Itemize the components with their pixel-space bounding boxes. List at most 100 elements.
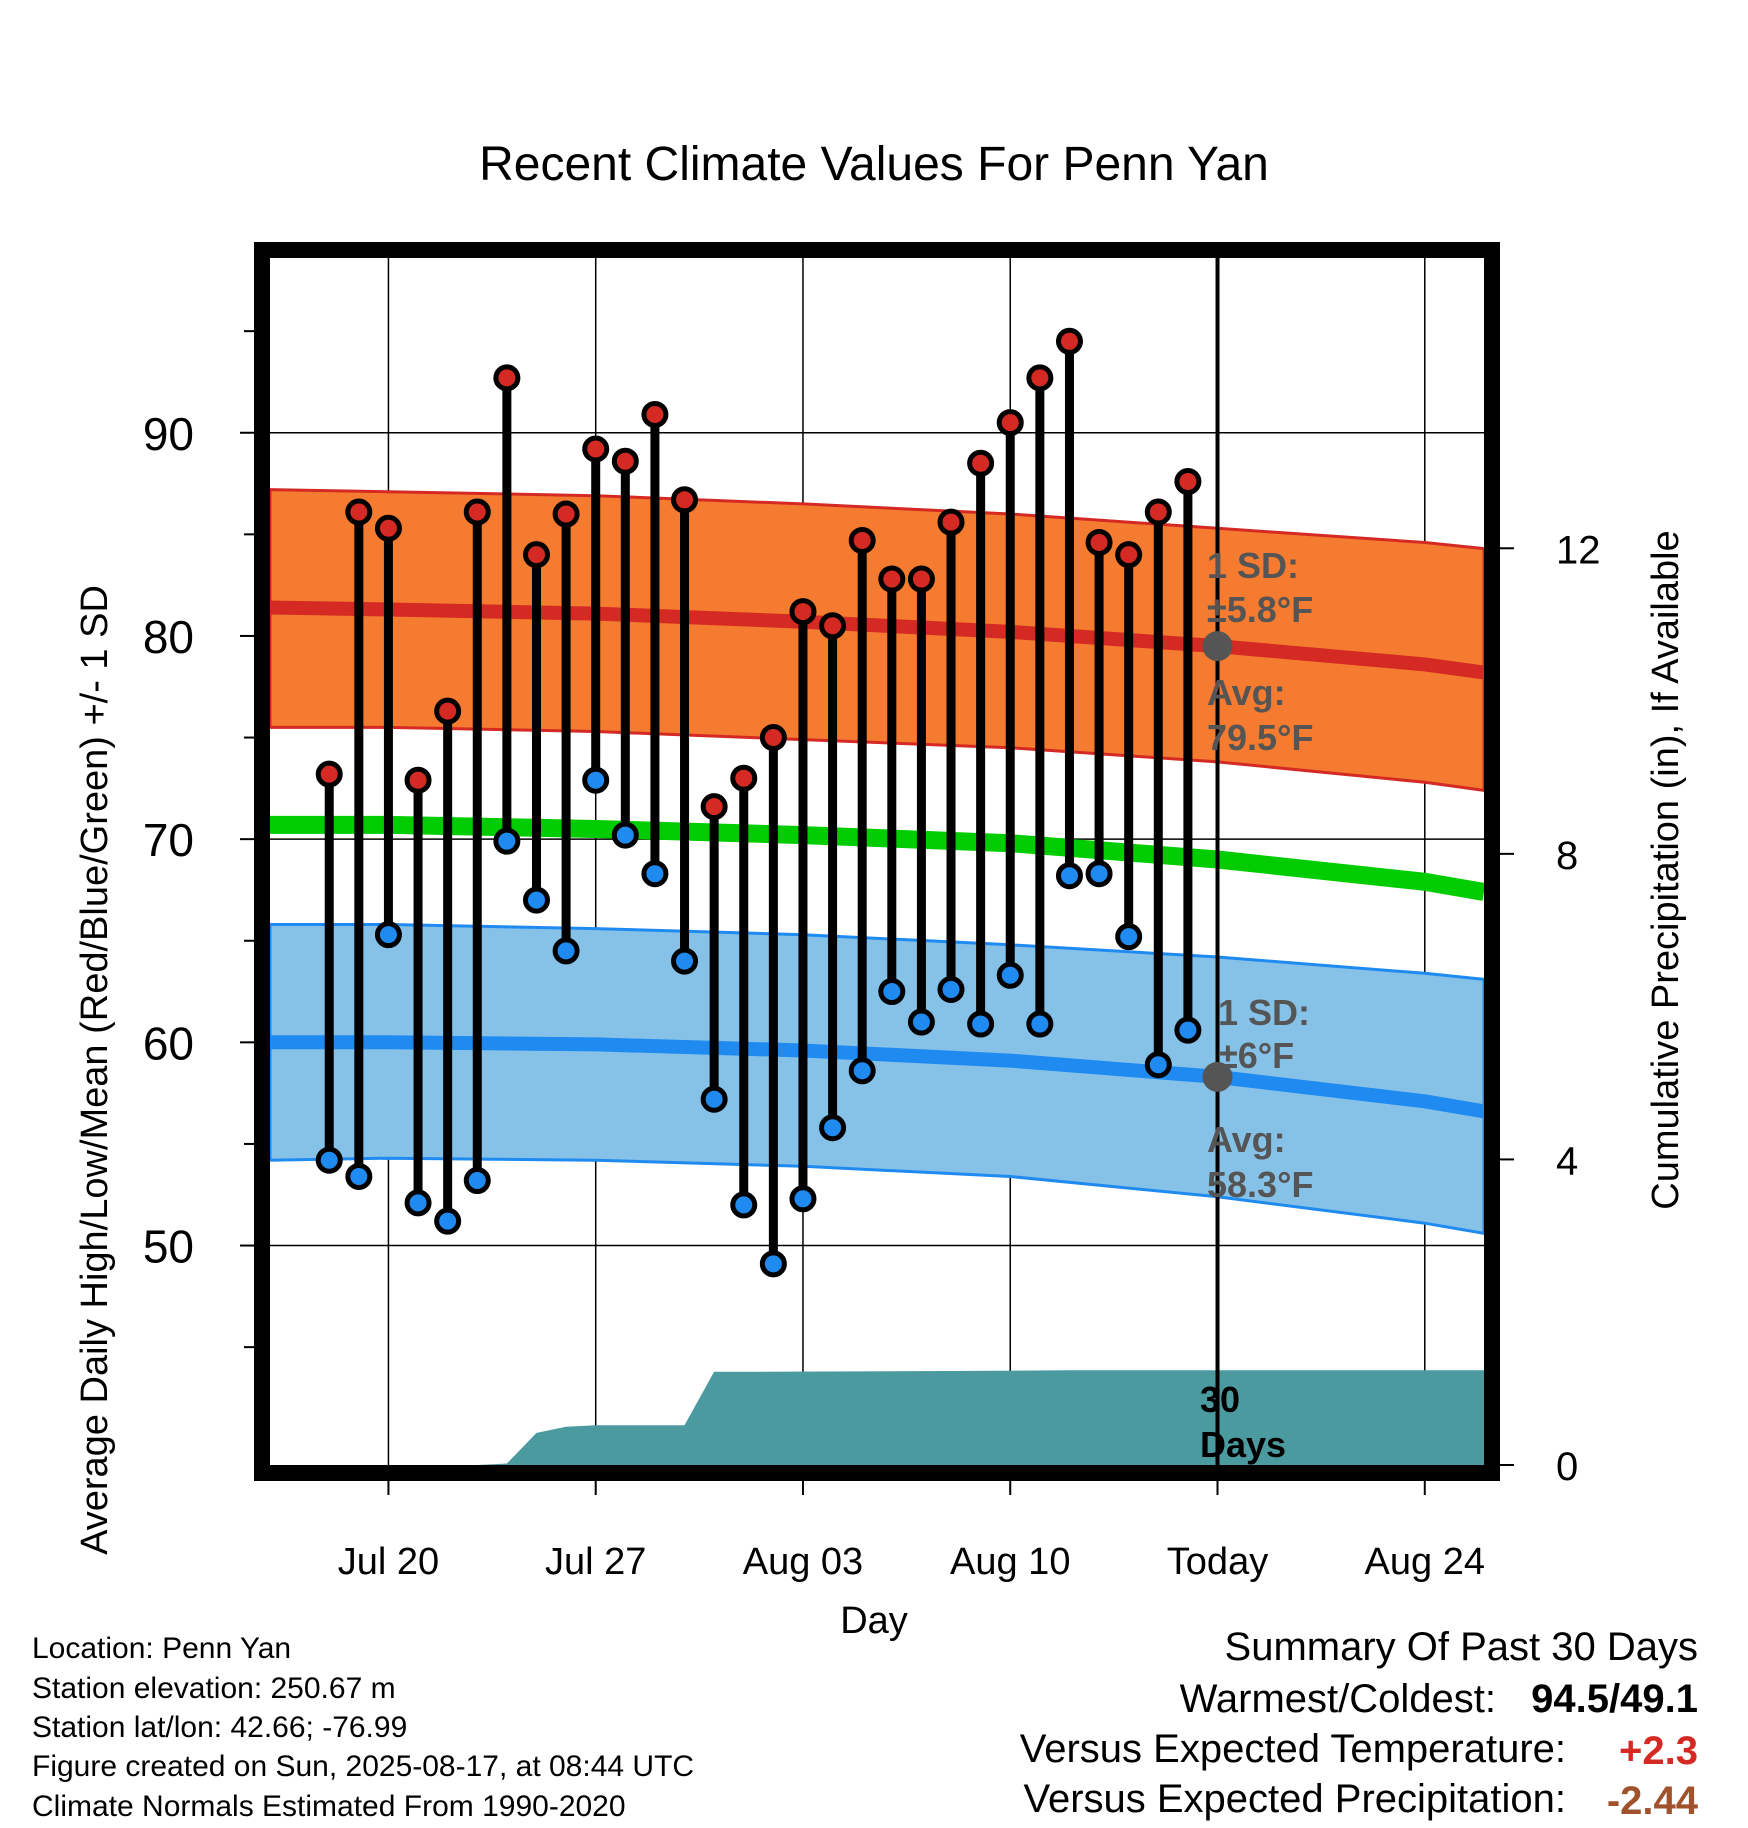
station-location: Location: Penn Yan — [32, 1632, 291, 1665]
high-temp-point — [700, 793, 728, 821]
high-temp-point — [1174, 468, 1202, 496]
high-temp-point — [582, 435, 610, 463]
daily-markers — [315, 327, 1202, 1278]
low-temp-point — [1115, 923, 1143, 951]
summary-temp-label: Versus Expected Temperature: — [1020, 1727, 1566, 1771]
today-caption-number: 30 — [1200, 1379, 1240, 1420]
y-tick-label-left: 60 — [143, 1017, 194, 1069]
precip-area — [270, 1370, 1484, 1465]
low-temp-point — [937, 976, 965, 1004]
low-temp-point — [374, 921, 402, 949]
high-temp-point — [1144, 498, 1172, 526]
high-avg-line — [269, 600, 1485, 680]
summary-warm-cold-label: Warmest/Coldest: — [1180, 1677, 1496, 1721]
axes: Jul 20 Jul 27 Aug 03 Aug 10 Today Aug 24 50 60 7… — [143, 330, 1601, 1583]
high-temp-point — [789, 598, 817, 626]
low-temp-point — [315, 1146, 343, 1174]
low-temp-point — [700, 1085, 728, 1113]
high-temp-point — [404, 766, 432, 794]
mean-avg-line — [270, 815, 1486, 901]
x-tick-label: Jul 20 — [338, 1541, 439, 1583]
station-latlon: Station lat/lon: 42.66; -76.99 — [32, 1711, 407, 1744]
today-caption-days: Days — [1200, 1424, 1286, 1465]
y-axis-right-label: Cumulative Precipitation (in), If Availa… — [1645, 530, 1687, 1209]
low-temp-point — [967, 1010, 995, 1038]
x-tick-label: Jul 27 — [545, 1541, 646, 1583]
y-tick-label-right: 12 — [1556, 528, 1601, 572]
daily-stems — [324, 341, 1193, 1264]
high-temp-point — [907, 565, 935, 593]
summary-temp-value: +2.3 — [1619, 1729, 1698, 1773]
high-temp-point — [315, 760, 343, 788]
low-temp-point — [345, 1162, 373, 1190]
high-temp-point — [552, 500, 580, 528]
low-temp-point — [1085, 860, 1113, 888]
summary-warm-cold-value: 94.5/49.1 — [1531, 1677, 1698, 1721]
y-tick-label-left: 90 — [143, 408, 194, 460]
low-temp-point — [1026, 1010, 1054, 1038]
low-temp-point — [552, 937, 580, 965]
y-tick-label-right: 0 — [1556, 1445, 1578, 1489]
high-temp-point — [759, 724, 787, 752]
high-temp-point — [967, 449, 995, 477]
low-temp-point — [493, 827, 521, 855]
high-avg-label: Avg: — [1207, 672, 1286, 713]
high-temp-point — [671, 486, 699, 514]
summary-heading: Summary Of Past 30 Days — [1225, 1625, 1698, 1669]
low-temp-point — [582, 766, 610, 794]
high-temp-point — [848, 526, 876, 554]
high-temp-point — [345, 498, 373, 526]
x-axis-label: Day — [840, 1600, 908, 1642]
low-sd-label: 1 SD: — [1218, 992, 1310, 1033]
high-today-dot — [1202, 631, 1233, 662]
high-temp-point — [819, 612, 847, 640]
low-temp-point — [611, 821, 639, 849]
low-avg-label: Avg: — [1207, 1119, 1286, 1160]
station-elevation: Station elevation: 250.67 m — [32, 1672, 396, 1705]
high-avg-value: 79.5°F — [1207, 717, 1313, 758]
high-temp-point — [1055, 327, 1083, 355]
normals-source: Climate Normals Estimated From 1990-2020 — [32, 1790, 626, 1823]
plot-frame — [254, 242, 1500, 1481]
y-tick-label-right: 4 — [1556, 1139, 1578, 1183]
y-tick-label-left: 50 — [143, 1221, 194, 1273]
y-tick-label-left: 80 — [143, 611, 194, 663]
low-temp-point — [907, 1008, 935, 1036]
low-temp-point — [671, 947, 699, 975]
low-temp-point — [1144, 1051, 1172, 1079]
high-temp-point — [1026, 364, 1054, 392]
x-tick-label: Aug 03 — [743, 1541, 863, 1583]
low-temp-point — [878, 978, 906, 1006]
figure-created: Figure created on Sun, 2025-08-17, at 08… — [32, 1750, 694, 1783]
chart-title: Recent Climate Values For Penn Yan — [479, 138, 1269, 191]
low-temp-point — [1055, 862, 1083, 890]
low-temp-point — [848, 1057, 876, 1085]
high-temp-point — [493, 364, 521, 392]
high-temp-point — [1085, 528, 1113, 556]
low-avg-value: 58.3°F — [1207, 1164, 1313, 1205]
high-sd-label: 1 SD: — [1207, 545, 1299, 586]
low-today-dot — [1202, 1061, 1233, 1092]
low-temp-point — [996, 961, 1024, 989]
high-temp-point — [878, 565, 906, 593]
high-temp-point — [434, 697, 462, 725]
low-temp-point — [730, 1191, 758, 1219]
high-temp-point — [463, 498, 491, 526]
low-temp-point — [522, 886, 550, 914]
high-temp-point — [611, 447, 639, 475]
x-tick-label: Aug 24 — [1365, 1541, 1485, 1583]
high-temp-point — [641, 400, 669, 428]
high-temp-point — [374, 514, 402, 542]
low-temp-point — [819, 1114, 847, 1142]
low-temp-point — [789, 1185, 817, 1213]
y-axis-left-label: Average Daily High/Low/Mean (Red/Blue/Gr… — [74, 585, 116, 1555]
y-tick-label-left: 70 — [143, 814, 194, 866]
x-tick-label: Aug 10 — [950, 1541, 1070, 1583]
low-avg-line — [270, 1035, 1486, 1119]
high-temp-point — [1115, 541, 1143, 569]
summary-precip-label: Versus Expected Precipitation: — [1023, 1777, 1566, 1821]
high-temp-point — [937, 508, 965, 536]
low-temp-point — [759, 1250, 787, 1278]
y-tick-label-right: 8 — [1556, 834, 1578, 878]
